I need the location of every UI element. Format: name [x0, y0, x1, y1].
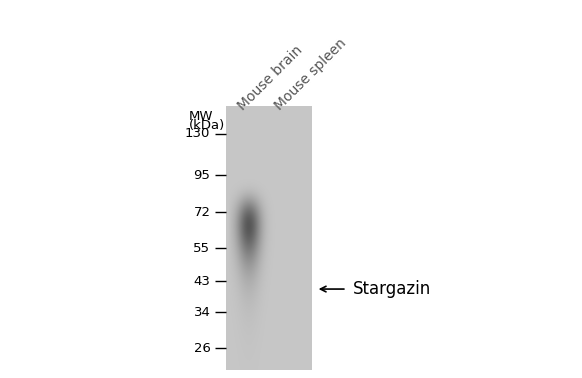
Text: MW: MW	[189, 110, 213, 123]
Text: 95: 95	[194, 169, 211, 182]
Text: 43: 43	[194, 274, 211, 288]
Text: (kDa): (kDa)	[189, 119, 225, 132]
Text: 130: 130	[185, 127, 211, 140]
Text: Mouse spleen: Mouse spleen	[272, 36, 349, 113]
Text: Mouse brain: Mouse brain	[235, 43, 305, 113]
Text: 34: 34	[194, 306, 211, 319]
Text: 26: 26	[194, 342, 211, 355]
Text: Stargazin: Stargazin	[353, 280, 431, 298]
Text: 72: 72	[193, 206, 211, 219]
Text: 55: 55	[193, 242, 211, 255]
